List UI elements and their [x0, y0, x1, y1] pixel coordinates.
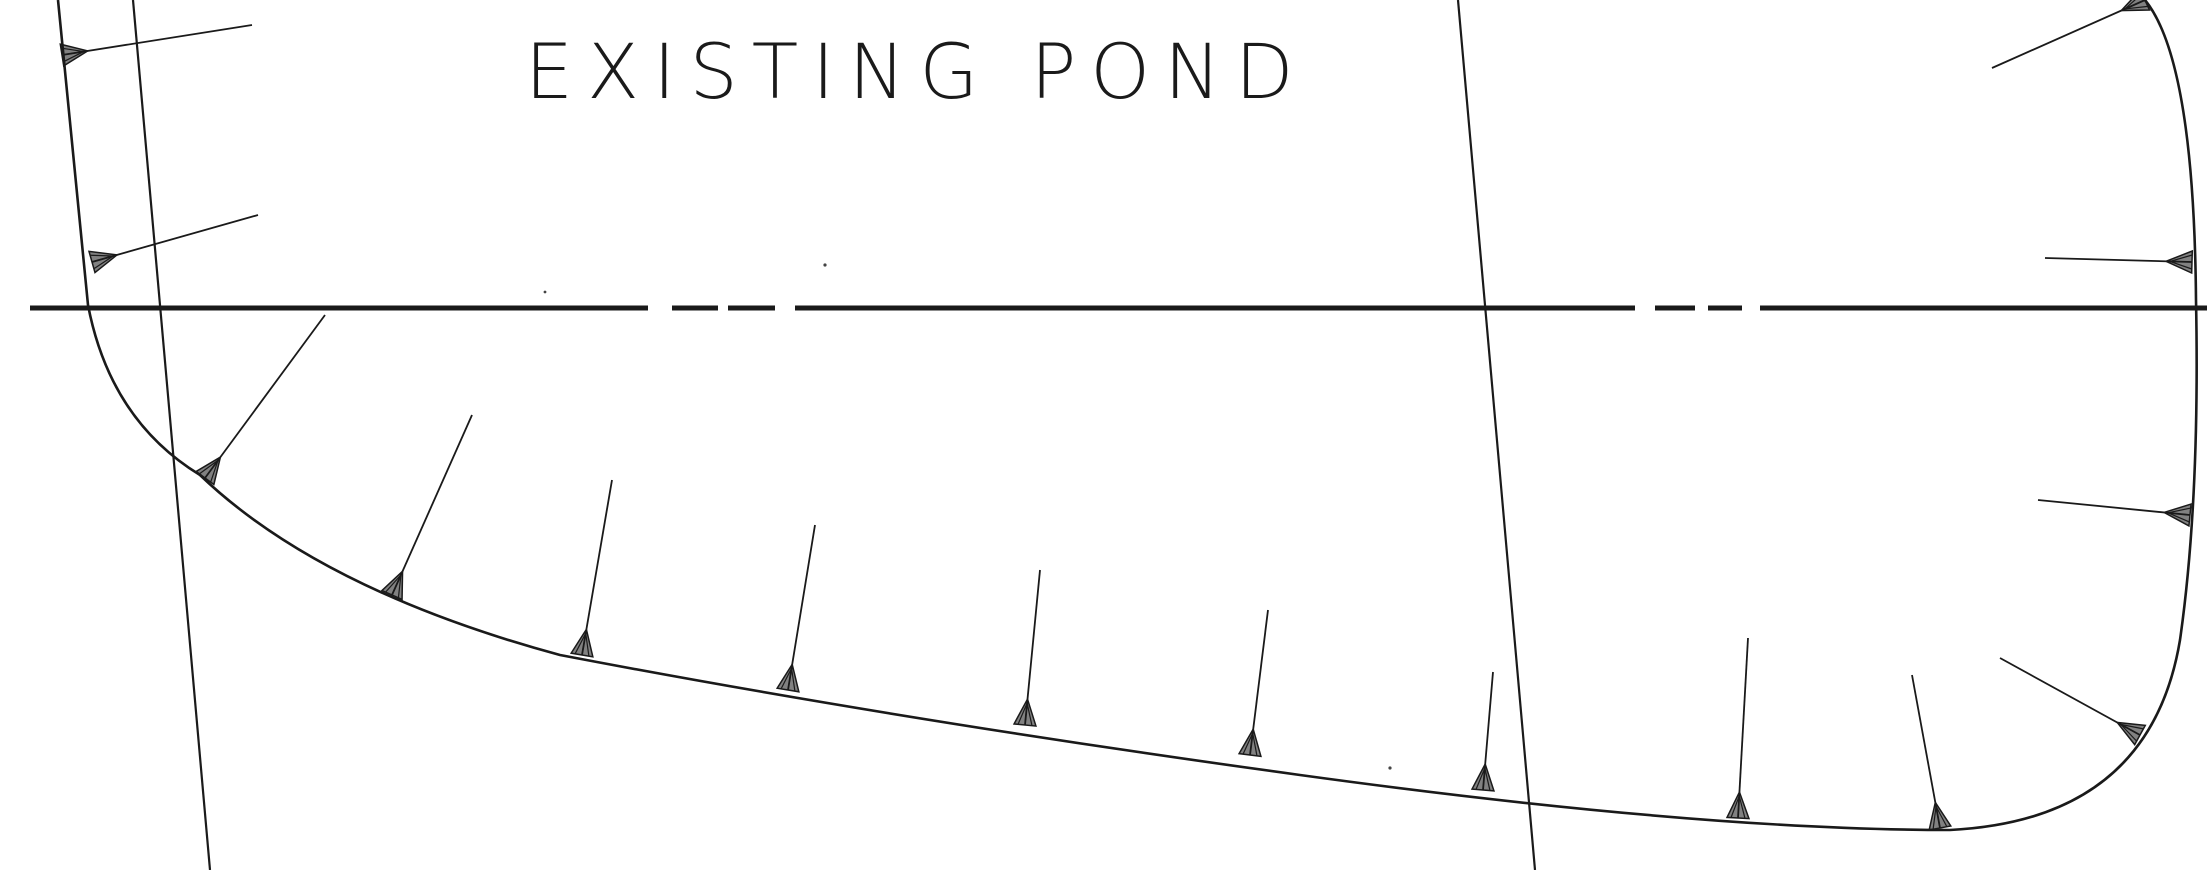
- tree-hatch: [585, 633, 590, 657]
- speck: [543, 290, 547, 294]
- tree-stem: [391, 414, 473, 596]
- tree-symbol: [380, 414, 473, 601]
- tree-symbol: [2044, 249, 2194, 275]
- tree-hatch: [2168, 512, 2191, 516]
- tree-hatch: [2167, 512, 2190, 523]
- tree-hatch: [581, 633, 587, 656]
- tree-hatch: [780, 668, 793, 690]
- tree-hatch: [385, 574, 402, 593]
- tree-hatch: [1242, 732, 1254, 755]
- tree-hatch: [2169, 260, 2193, 270]
- tree-stem: [581, 479, 613, 656]
- tree-symbol: [1999, 657, 2147, 746]
- tree-symbol: [1237, 609, 1269, 758]
- tree-hatch: [210, 460, 219, 483]
- tree-hatch: [1026, 702, 1033, 726]
- tree-hatch: [2124, 5, 2148, 10]
- tree-hatch: [91, 255, 114, 263]
- pond-outline: [56, 0, 2198, 832]
- tree-hatch: [1738, 795, 1746, 819]
- survey-line-left: [131, 0, 212, 870]
- tree-hatch: [1249, 733, 1254, 756]
- tree-hatch: [1484, 767, 1491, 791]
- tree-hatch: [1475, 767, 1486, 790]
- tree-hatch: [2120, 723, 2144, 730]
- tree-hatch: [1017, 702, 1028, 725]
- tree-hatch: [1935, 806, 1948, 828]
- tree-hatch: [199, 459, 219, 475]
- tree-hatch: [2124, 0, 2146, 10]
- tree-symbol: [1470, 671, 1496, 792]
- tree-symbols: [59, 0, 2194, 831]
- survey-line-right: [1456, 0, 1537, 870]
- tree-symbol: [2037, 499, 2192, 528]
- tree-hatch: [1932, 806, 1937, 830]
- tree-symbol: [194, 314, 326, 486]
- tree-symbol: [569, 479, 613, 658]
- tree-hatch: [787, 668, 793, 691]
- tree-symbol: [775, 524, 816, 693]
- tree-hatch: [397, 574, 402, 598]
- tree-hatch: [2169, 260, 2193, 263]
- tree-hatch: [1935, 806, 1941, 829]
- tree-hatch: [62, 51, 84, 63]
- tree-hatch: [2167, 507, 2191, 514]
- tree-symbol: [1012, 569, 1041, 727]
- tree-symbol: [1991, 0, 2151, 69]
- tree-hatch: [2120, 723, 2141, 736]
- pond-label: EXISTING POND: [525, 27, 1308, 116]
- tree-hatch: [61, 50, 84, 56]
- tree-hatch: [1737, 796, 1740, 819]
- speck: [823, 263, 827, 267]
- tree-symbol: [87, 214, 259, 274]
- tree-hatch: [391, 574, 402, 596]
- drawing-specks: [543, 263, 1392, 770]
- tree-hatch: [1482, 768, 1486, 791]
- tree-hatch: [60, 47, 84, 53]
- survey-lines: [131, 0, 1537, 870]
- tree-hatch: [93, 255, 114, 270]
- tree-hatch: [1730, 795, 1740, 818]
- tree-hatch: [204, 459, 219, 479]
- tree-symbol: [1911, 674, 1953, 831]
- tree-hatch: [1252, 733, 1258, 756]
- tree-hatch: [1024, 703, 1028, 726]
- tree-hatch: [2124, 0, 2136, 10]
- tree-hatch: [2120, 723, 2138, 742]
- tree-hatch: [574, 633, 587, 655]
- tree-stem: [1737, 637, 1749, 819]
- tree-stem: [61, 24, 253, 56]
- tree-hatch: [2169, 254, 2193, 262]
- tree-symbol: [1725, 637, 1751, 820]
- speck: [1388, 766, 1392, 770]
- tree-stem: [204, 314, 326, 479]
- tree-symbol: [59, 24, 253, 68]
- tree-stem: [91, 214, 259, 263]
- tree-hatch: [790, 668, 796, 692]
- tree-hatch: [90, 254, 114, 257]
